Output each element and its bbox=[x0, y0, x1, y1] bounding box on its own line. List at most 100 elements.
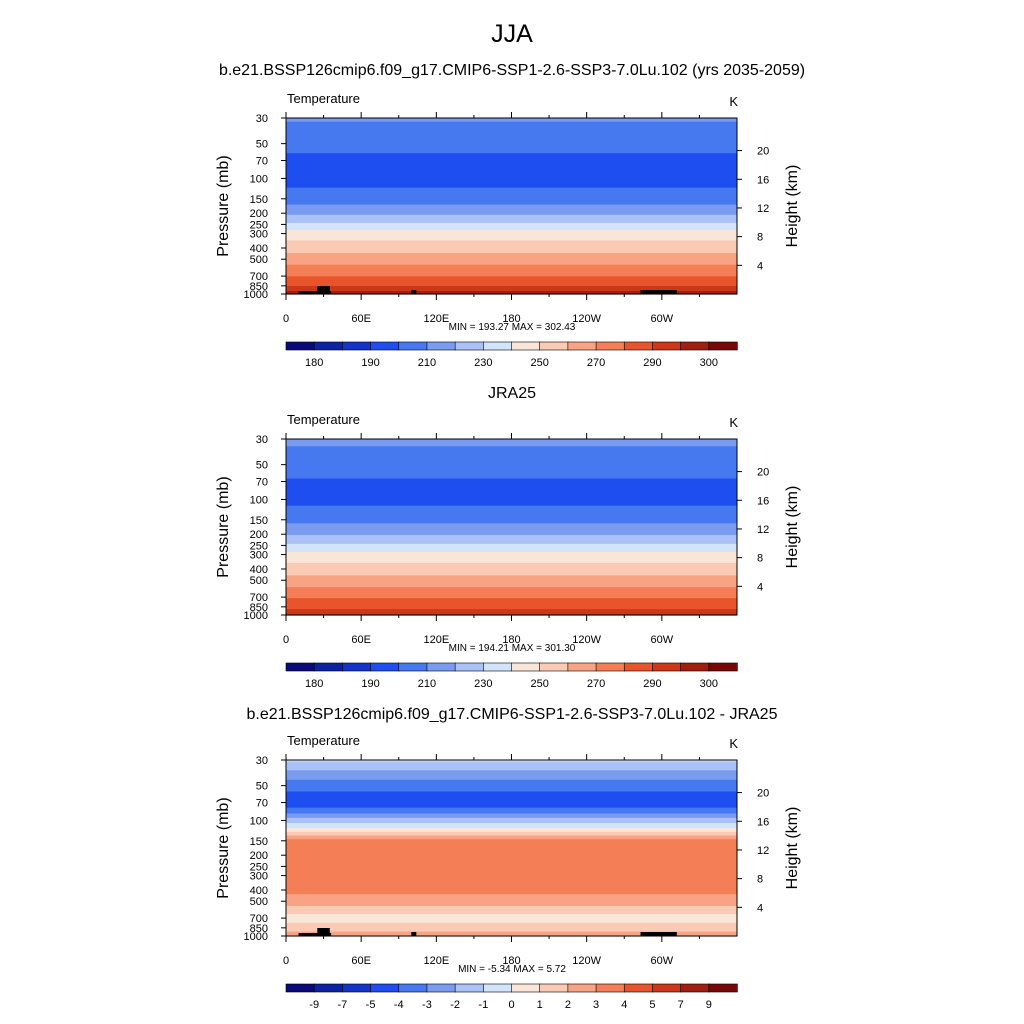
colorbar-swatch bbox=[342, 983, 372, 993]
contour-band bbox=[286, 177, 737, 179]
height-tick-label: 12 bbox=[757, 845, 769, 857]
contour-band bbox=[286, 767, 737, 769]
contour-band bbox=[286, 901, 737, 903]
colorbar-swatch bbox=[454, 662, 485, 672]
contour-band bbox=[286, 521, 737, 523]
contour-band bbox=[286, 247, 737, 249]
contour-band bbox=[286, 875, 737, 878]
contour-band bbox=[286, 893, 737, 895]
contour-band bbox=[286, 263, 737, 266]
contour-band bbox=[286, 219, 737, 221]
contour-band bbox=[286, 150, 737, 152]
contour-band bbox=[286, 541, 737, 543]
x-tick-label: 60W bbox=[651, 634, 674, 646]
contour-band bbox=[286, 905, 737, 908]
contour-band bbox=[286, 519, 737, 521]
contour-band bbox=[286, 903, 737, 906]
colorbar-swatch bbox=[680, 662, 710, 672]
contour-band bbox=[286, 909, 737, 911]
contour-band bbox=[286, 286, 737, 288]
contour-band bbox=[286, 223, 737, 225]
contour-band bbox=[286, 483, 737, 486]
contour-band bbox=[286, 806, 737, 809]
contour-band bbox=[286, 542, 737, 544]
contour-band bbox=[286, 151, 737, 153]
contour-band bbox=[286, 477, 737, 480]
contour-band bbox=[286, 528, 737, 530]
contour-band bbox=[286, 925, 737, 928]
contour-band bbox=[286, 864, 737, 867]
contour-band bbox=[286, 875, 737, 877]
colorbar-label: 7 bbox=[678, 999, 684, 1011]
contour-band bbox=[286, 131, 737, 133]
contour-band bbox=[286, 476, 737, 478]
contour-band bbox=[286, 207, 737, 209]
contour-band bbox=[286, 189, 737, 192]
colorbar-swatch bbox=[285, 983, 315, 993]
colorbar-label: 5 bbox=[649, 999, 655, 1011]
contour-band bbox=[286, 897, 737, 899]
contour-band bbox=[286, 927, 737, 930]
contour-band bbox=[286, 198, 737, 200]
contour-band bbox=[286, 288, 737, 291]
y-axis-title: Pressure (mb) bbox=[215, 797, 232, 898]
contour-band bbox=[286, 277, 737, 280]
contour-band bbox=[286, 859, 737, 862]
contour-band bbox=[286, 141, 737, 143]
contour-band bbox=[286, 449, 737, 451]
colorbar-swatch bbox=[652, 341, 682, 351]
contour-band bbox=[286, 904, 737, 906]
contour-band bbox=[286, 285, 737, 287]
colorbar-swatch bbox=[454, 983, 485, 993]
colorbar-label: -5 bbox=[366, 999, 376, 1011]
contour-band bbox=[286, 453, 737, 455]
contour-band bbox=[286, 828, 737, 830]
contour-band bbox=[286, 462, 737, 464]
contour-band bbox=[286, 830, 737, 832]
x-tick-label: 60E bbox=[351, 634, 371, 646]
contour-band bbox=[286, 486, 737, 488]
contour-band bbox=[286, 174, 737, 176]
contour-band bbox=[286, 801, 737, 803]
contour-band bbox=[286, 546, 737, 549]
colorbar-label: 250 bbox=[531, 678, 549, 690]
contour-band bbox=[286, 845, 737, 847]
contour-band bbox=[286, 602, 737, 604]
colorbar-swatch bbox=[680, 983, 710, 993]
contour-band bbox=[286, 228, 737, 230]
contour-band bbox=[286, 828, 737, 831]
colorbar-label: -7 bbox=[337, 999, 347, 1011]
contour-band bbox=[286, 147, 737, 149]
contour-band bbox=[286, 761, 737, 763]
colorbar-swatch bbox=[708, 983, 738, 993]
contour-band bbox=[286, 180, 737, 182]
contour-band bbox=[286, 863, 737, 865]
contour-band bbox=[286, 787, 737, 789]
contour-band bbox=[286, 527, 737, 530]
colorbar-swatch bbox=[426, 662, 456, 672]
contour-band bbox=[286, 534, 737, 536]
x-tick-label: 0 bbox=[283, 313, 289, 325]
contour-band bbox=[286, 444, 737, 446]
contour-band bbox=[286, 470, 737, 472]
contour-band bbox=[286, 768, 737, 771]
contour-band bbox=[286, 118, 737, 121]
contour-band bbox=[286, 227, 737, 229]
y-tick-label: 250 bbox=[250, 219, 268, 231]
contour-band bbox=[286, 535, 737, 538]
contour-band bbox=[286, 855, 737, 857]
contour-band bbox=[286, 456, 737, 458]
contour-band bbox=[286, 545, 737, 547]
y-tick-label: 850 bbox=[250, 923, 268, 935]
contour-band bbox=[286, 173, 737, 176]
contour-band bbox=[286, 810, 737, 812]
contour-band bbox=[286, 573, 737, 575]
contour-band bbox=[286, 484, 737, 486]
colorbar-swatch bbox=[342, 662, 372, 672]
colorbar-swatch bbox=[398, 662, 428, 672]
contour-band bbox=[286, 915, 737, 917]
contour-band bbox=[286, 576, 737, 578]
contour-band bbox=[286, 142, 737, 144]
contour-band bbox=[286, 208, 737, 210]
contour-band bbox=[286, 898, 737, 900]
